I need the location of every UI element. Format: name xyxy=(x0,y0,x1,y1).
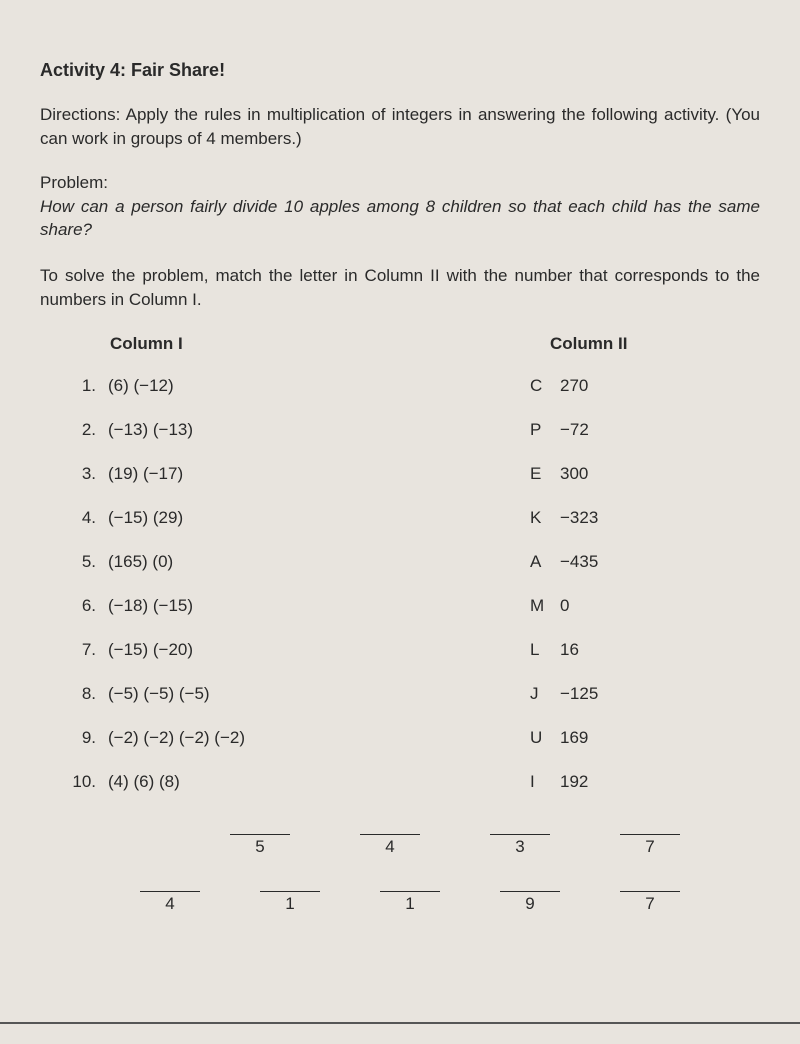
item-value: 270 xyxy=(560,376,640,396)
item-expression: (−15) (−20) xyxy=(108,640,193,660)
item-letter: P xyxy=(520,420,560,440)
item-letter: M xyxy=(520,596,560,616)
col2-item: P−72 xyxy=(520,420,720,440)
answer-row-2: 4 1 1 9 7 xyxy=(140,891,760,914)
item-letter: L xyxy=(520,640,560,660)
column-two-header: Column II xyxy=(520,334,720,354)
col1-item: 2.(−13) (−13) xyxy=(70,420,420,440)
answer-blank: 7 xyxy=(620,834,680,857)
item-number: 7. xyxy=(70,640,108,660)
col1-item: 3.(19) (−17) xyxy=(70,464,420,484)
item-value: −435 xyxy=(560,552,640,572)
item-letter: K xyxy=(520,508,560,528)
col1-item: 4.(−15) (29) xyxy=(70,508,420,528)
item-value: −72 xyxy=(560,420,640,440)
item-expression: (−18) (−15) xyxy=(108,596,193,616)
col2-item: U169 xyxy=(520,728,720,748)
problem-text: How can a person fairly divide 10 apples… xyxy=(40,195,760,243)
item-expression: (6) (−12) xyxy=(108,376,174,396)
col2-item: E300 xyxy=(520,464,720,484)
col1-item: 10.(4) (6) (8) xyxy=(70,772,420,792)
col1-item: 9.(−2) (−2) (−2) (−2) xyxy=(70,728,420,748)
item-value: 169 xyxy=(560,728,640,748)
col1-item: 7.(−15) (−20) xyxy=(70,640,420,660)
col1-item: 6.(−18) (−15) xyxy=(70,596,420,616)
answer-blank: 4 xyxy=(140,891,200,914)
item-number: 9. xyxy=(70,728,108,748)
item-letter: E xyxy=(520,464,560,484)
item-expression: (−2) (−2) (−2) (−2) xyxy=(108,728,245,748)
problem-label: Problem: xyxy=(40,173,760,193)
column-one-header: Column I xyxy=(70,334,420,354)
col2-item: I192 xyxy=(520,772,720,792)
answer-blank: 4 xyxy=(360,834,420,857)
column-one: Column I 1.(6) (−12) 2.(−13) (−13) 3.(19… xyxy=(70,334,420,816)
activity-title: Activity 4: Fair Share! xyxy=(40,60,760,81)
page-divider xyxy=(0,1022,800,1024)
item-expression: (−13) (−13) xyxy=(108,420,193,440)
item-number: 5. xyxy=(70,552,108,572)
item-letter: C xyxy=(520,376,560,396)
columns-container: Column I 1.(6) (−12) 2.(−13) (−13) 3.(19… xyxy=(40,334,760,816)
item-number: 3. xyxy=(70,464,108,484)
answer-row-1: 5 4 3 7 xyxy=(140,834,760,857)
item-expression: (165) (0) xyxy=(108,552,173,572)
item-number: 4. xyxy=(70,508,108,528)
item-value: 300 xyxy=(560,464,640,484)
item-value: −125 xyxy=(560,684,640,704)
col2-item: K−323 xyxy=(520,508,720,528)
col1-item: 1.(6) (−12) xyxy=(70,376,420,396)
col1-item: 8.(−5) (−5) (−5) xyxy=(70,684,420,704)
answer-blank: 7 xyxy=(620,891,680,914)
answer-blank: 1 xyxy=(380,891,440,914)
answer-blanks-section: 5 4 3 7 4 1 1 9 7 xyxy=(40,834,760,914)
col2-item: C270 xyxy=(520,376,720,396)
item-expression: (−15) (29) xyxy=(108,508,183,528)
item-letter: U xyxy=(520,728,560,748)
item-value: −323 xyxy=(560,508,640,528)
col2-item: J−125 xyxy=(520,684,720,704)
col2-item: A−435 xyxy=(520,552,720,572)
col1-item: 5.(165) (0) xyxy=(70,552,420,572)
answer-blank: 9 xyxy=(500,891,560,914)
item-value: 16 xyxy=(560,640,640,660)
item-number: 1. xyxy=(70,376,108,396)
item-expression: (4) (6) (8) xyxy=(108,772,180,792)
item-expression: (19) (−17) xyxy=(108,464,183,484)
item-letter: J xyxy=(520,684,560,704)
item-number: 10. xyxy=(70,772,108,792)
item-number: 2. xyxy=(70,420,108,440)
directions-text: Directions: Apply the rules in multiplic… xyxy=(40,103,760,151)
item-letter: I xyxy=(520,772,560,792)
item-expression: (−5) (−5) (−5) xyxy=(108,684,210,704)
answer-blank: 3 xyxy=(490,834,550,857)
column-two: Column II C270 P−72 E300 K−323 A−435 M0 … xyxy=(520,334,720,816)
item-letter: A xyxy=(520,552,560,572)
answer-blank: 5 xyxy=(230,834,290,857)
item-value: 0 xyxy=(560,596,640,616)
item-value: 192 xyxy=(560,772,640,792)
col2-item: L16 xyxy=(520,640,720,660)
item-number: 8. xyxy=(70,684,108,704)
solve-instructions: To solve the problem, match the letter i… xyxy=(40,264,760,312)
answer-blank: 1 xyxy=(260,891,320,914)
col2-item: M0 xyxy=(520,596,720,616)
item-number: 6. xyxy=(70,596,108,616)
